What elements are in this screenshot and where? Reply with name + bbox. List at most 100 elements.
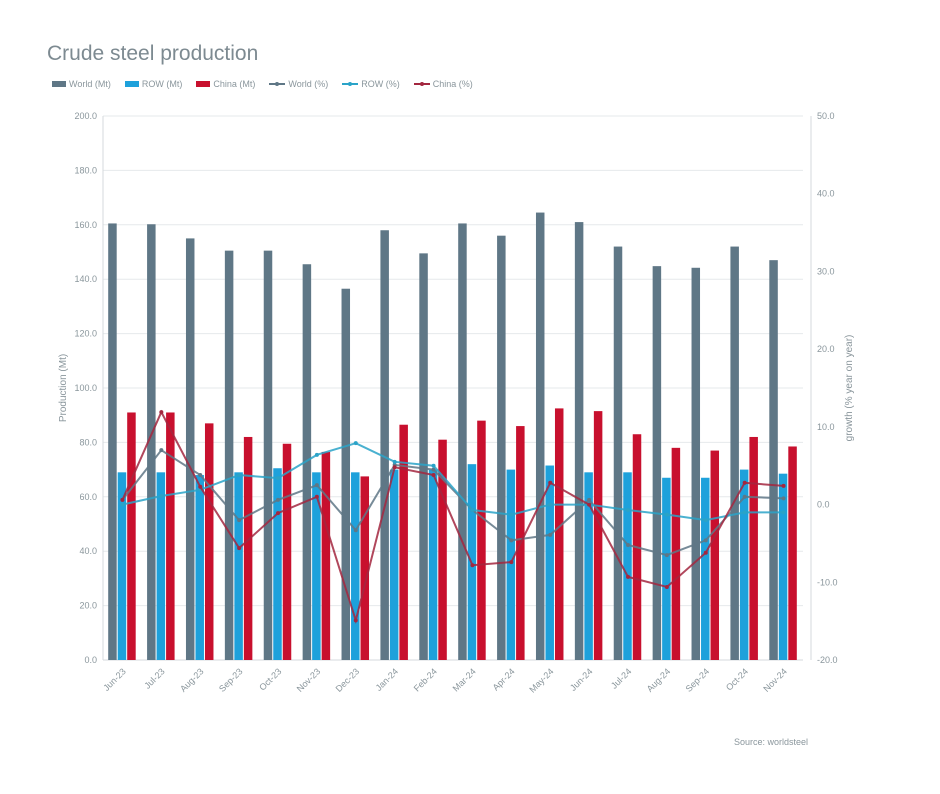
line-row-point	[664, 512, 669, 517]
line-row-point	[392, 459, 397, 464]
y2-tick-label: 50.0	[817, 111, 835, 121]
y2-tick-label: 30.0	[817, 266, 835, 276]
legend-swatch	[124, 81, 139, 87]
y-tick-label: 80.0	[79, 437, 97, 447]
bar-china-mt	[788, 446, 797, 660]
line-row-point	[470, 508, 475, 513]
bar-row-mt	[778, 473, 788, 660]
bar-world-mt	[652, 266, 662, 660]
line-china-point	[159, 410, 164, 415]
line-world-point	[509, 538, 514, 543]
line-world	[121, 448, 784, 557]
y-tick-label: 140.0	[74, 274, 97, 284]
legend-label: World (%)	[288, 79, 329, 89]
line-china-point	[276, 511, 280, 516]
y-tick-label: 200.0	[74, 111, 97, 121]
bar-china-mt	[321, 451, 331, 660]
x-tick-label: Sep-24	[684, 666, 712, 694]
line-china	[121, 409, 784, 625]
y-tick-label: 0.0	[84, 655, 97, 665]
y2-tick-label: 0.0	[817, 500, 830, 510]
bar-row-mt	[273, 468, 282, 660]
line-china-point	[314, 494, 319, 499]
line-row-point	[781, 510, 786, 515]
bar-china-mt	[710, 450, 720, 660]
y-tick-label: 20.0	[79, 601, 97, 611]
line-world-point	[198, 473, 203, 478]
bar-world-mt	[691, 267, 701, 660]
line-world-point	[353, 528, 358, 533]
line-china-point	[587, 502, 592, 507]
line-china-point	[664, 584, 669, 589]
line-world-point	[159, 448, 164, 453]
source-note: Source: worldsteel	[734, 737, 809, 747]
y2-tick-label: 10.0	[817, 422, 835, 432]
x-tick-label: Oct-24	[724, 666, 750, 692]
bar-row-mt	[506, 469, 516, 660]
line-row-point	[626, 508, 630, 513]
bar-world-mt	[380, 230, 389, 661]
line-world-point	[742, 494, 747, 499]
legend-china-pct: China (%)	[413, 79, 473, 89]
bar-row-mt	[156, 472, 166, 660]
line-row-point	[120, 502, 125, 507]
line-row-point	[548, 502, 553, 507]
line-china-point	[198, 484, 203, 489]
bar-china-mt	[554, 408, 564, 660]
x-tick-label: Oct-23	[257, 666, 283, 692]
x-tick-label: Jul-24	[609, 666, 633, 690]
line-world-point	[431, 467, 436, 472]
y2-axis-title: growth (% year on year)	[844, 335, 855, 442]
y-tick-label: 60.0	[79, 492, 97, 502]
legend-swatch	[52, 81, 66, 87]
bar-row-mt	[234, 472, 243, 660]
line-china-point	[470, 563, 475, 568]
bar-row-mt	[545, 465, 554, 660]
line-row	[122, 442, 784, 522]
line-china-point	[509, 560, 514, 565]
y-tick-label: 40.0	[79, 546, 97, 556]
x-tick-label: May-24	[527, 666, 555, 694]
legend: World (Mt) ROW (Mt) China (Mt) World (%)…	[52, 79, 473, 89]
x-tick-label: Aug-23	[178, 666, 206, 694]
bar-world-mt	[535, 212, 545, 660]
y2-tick-label: -20.0	[817, 655, 838, 665]
line-world-point	[314, 483, 319, 488]
bar-row-mt	[428, 469, 438, 660]
legend-label: China (%)	[432, 79, 473, 89]
bar-row-mt	[312, 472, 321, 660]
y-tick-label: 120.0	[74, 329, 97, 339]
x-tick-label: Nov-23	[295, 666, 323, 694]
bar-world-mt	[769, 260, 778, 660]
legend-world-pct: World (%)	[269, 79, 328, 89]
y-tick-label: 160.0	[74, 220, 97, 230]
line-world-point	[703, 538, 708, 543]
bar-row-mt	[701, 477, 710, 660]
x-tick-label: Jan-24	[374, 666, 401, 693]
bar-world-mt	[497, 235, 506, 660]
bar-china-mt	[360, 476, 370, 660]
bar-china-mt	[399, 424, 408, 660]
line-china-point	[781, 483, 786, 488]
x-tick-label: Mar-24	[451, 666, 478, 693]
x-tick-label: Sep-23	[217, 666, 245, 694]
x-tick-label: Nov-24	[761, 666, 789, 694]
y-tick-label: 100.0	[74, 383, 97, 393]
bar-world-mt	[613, 246, 623, 660]
bar-china-mt	[127, 412, 136, 660]
bar-world-mt	[302, 264, 312, 660]
legend-label: China (Mt)	[213, 79, 256, 89]
legend-swatch	[196, 81, 211, 87]
bar-row-mt	[351, 472, 360, 660]
line-world-point	[664, 553, 669, 558]
line-row-point	[353, 441, 358, 446]
legend-label: ROW (Mt)	[141, 79, 183, 89]
line-row-point	[237, 473, 242, 478]
bar-china-mt	[204, 423, 214, 660]
x-tick-label: Aug-24	[645, 666, 673, 694]
y-axis-title: Production (Mt)	[58, 354, 69, 422]
bar-world-mt	[574, 222, 584, 660]
bar-world-mt	[224, 250, 234, 660]
line-row-point	[703, 518, 708, 523]
